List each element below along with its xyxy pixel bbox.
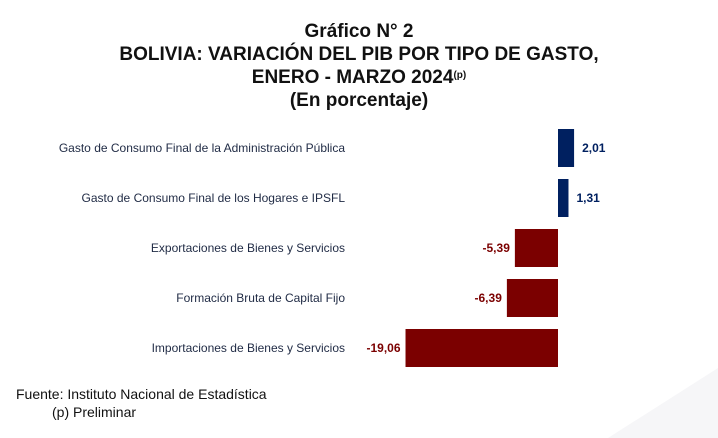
value-label-0: 2,01 <box>582 141 606 155</box>
chart-title: BOLIVIA: VARIACIÓN DEL PIB POR TIPO DE G… <box>119 44 599 65</box>
preliminary-note: (p) Preliminar <box>52 404 137 420</box>
category-label-4: Importaciones de Bienes y Servicios <box>152 341 345 355</box>
bar-0 <box>558 129 575 167</box>
value-label-4: -19,06 <box>366 341 400 355</box>
source-note: Fuente: Instituto Nacional de Estadístic… <box>16 386 267 402</box>
chart-period-text: ENERO - MARZO 2024 <box>251 67 454 88</box>
bar-4 <box>405 329 558 367</box>
chart-number: Gráfico N° 2 <box>304 21 414 42</box>
bar-3 <box>506 279 558 317</box>
corner-decoration <box>608 368 718 438</box>
category-label-1: Gasto de Consumo Final de los Hogares e … <box>82 191 346 205</box>
value-label-2: -5,39 <box>483 241 511 255</box>
preliminary-mark: (p) <box>453 70 467 81</box>
category-label-3: Formación Bruta de Capital Fijo <box>176 291 345 305</box>
bar-2 <box>514 229 558 267</box>
chart-subtitle: (En porcentaje) <box>289 90 429 111</box>
bar-1 <box>558 179 569 217</box>
category-label-2: Exportaciones de Bienes y Servicios <box>151 241 345 255</box>
value-label-1: 1,31 <box>576 191 600 205</box>
value-label-3: -6,39 <box>475 291 503 305</box>
chart-period: ENERO - MARZO 2024(p) <box>0 66 718 89</box>
bar-chart: Gasto de Consumo Final de la Administrac… <box>59 129 606 367</box>
category-label-0: Gasto de Consumo Final de la Administrac… <box>59 141 345 155</box>
